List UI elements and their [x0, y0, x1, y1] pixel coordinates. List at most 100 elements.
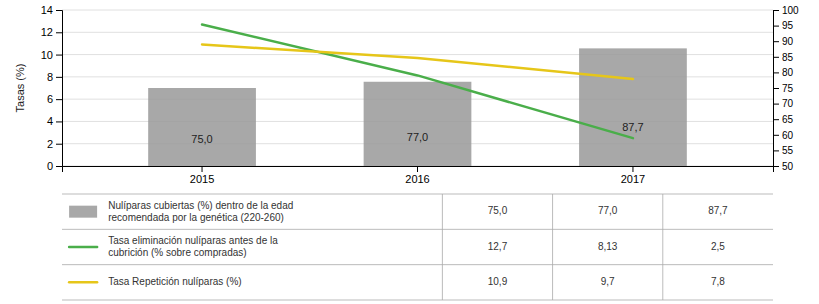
tick-mark — [773, 72, 779, 73]
tick-mark — [773, 150, 779, 151]
tick-label: 6 — [47, 93, 53, 105]
tick: 100 — [773, 5, 799, 16]
table-line — [62, 264, 773, 265]
tick-label: 12 — [41, 26, 53, 38]
tick: 95 — [773, 20, 794, 31]
tick-mark — [773, 57, 779, 58]
tick-label: 90 — [782, 36, 794, 47]
table-line — [442, 194, 443, 300]
table-value: 2,5 — [711, 241, 725, 252]
tick-label: 2 — [47, 138, 53, 150]
tick-label: 2015 — [190, 173, 214, 185]
tick: 60 — [773, 130, 794, 141]
grid-line — [62, 10, 773, 11]
tick: 10 — [41, 49, 62, 61]
tick-mark — [773, 26, 779, 27]
tick-label: 50 — [782, 161, 794, 172]
table-value: 10,9 — [488, 276, 508, 287]
tick-label: 70 — [782, 98, 794, 109]
table-value: 12,7 — [488, 241, 508, 252]
tick: 80 — [773, 67, 794, 78]
table-value: 7,8 — [711, 276, 725, 287]
tick-label: 60 — [782, 130, 794, 141]
data-label: 75,0 — [191, 133, 212, 145]
table-line — [552, 194, 553, 300]
tick: 12 — [41, 26, 62, 38]
tick-label: 85 — [782, 52, 794, 63]
tick-label: 75 — [782, 83, 794, 94]
tick-mark — [773, 10, 779, 11]
tick-label: 55 — [782, 145, 794, 156]
table-line — [662, 194, 663, 300]
tick-mark — [56, 10, 62, 11]
tick-label: 80 — [782, 67, 794, 78]
x-axis: 2015 2016 2017 — [63, 166, 774, 185]
table-value: 8,13 — [598, 241, 618, 252]
tick-label: 100 — [782, 5, 799, 16]
axis-line — [63, 167, 774, 173]
tick-label: 65 — [782, 114, 794, 125]
bar — [579, 48, 687, 166]
tick: 65 — [773, 114, 794, 125]
table-value: 77,0 — [598, 205, 618, 216]
tick-label: 2017 — [621, 173, 645, 185]
table-line — [62, 229, 773, 230]
tick-mark — [773, 88, 779, 89]
tick-mark — [56, 55, 62, 56]
tick-mark — [773, 135, 779, 136]
tick-mark — [773, 119, 779, 120]
tick-mark — [773, 41, 779, 42]
tick-label: 0 — [47, 160, 53, 172]
tick-mark — [417, 166, 418, 172]
data-label: 77,0 — [407, 131, 428, 143]
legend-label: Tasa eliminación nulíparas antes de lacu… — [108, 235, 278, 258]
legend-swatch — [69, 246, 97, 249]
tick-label: 2016 — [405, 173, 429, 185]
grid — [62, 10, 773, 166]
tick: 75 — [773, 83, 794, 94]
chart: 75,0 77,0 87,7 2015 2016 2017 0 2 4 6 8 10 12 14 50 55 6… — [0, 0, 819, 304]
tick: 90 — [773, 36, 794, 47]
legend-swatch — [69, 206, 97, 218]
tick-mark — [56, 99, 62, 100]
data-label: 87,7 — [622, 121, 643, 133]
tick-label: 8 — [47, 71, 53, 83]
plot: 75,0 77,0 87,7 2015 2016 2017 0 2 4 6 8 10 12 14 50 55 6… — [14, 4, 799, 185]
tick: 2016 — [405, 166, 429, 185]
tick: 50 — [773, 161, 794, 172]
tick: 14 — [41, 4, 62, 16]
tick-mark — [773, 166, 779, 167]
legend-label: Tasa Repetición nulíparas (%) — [108, 276, 241, 287]
tick-label: 10 — [41, 49, 53, 61]
axis-title: Tasas (%) — [14, 64, 26, 113]
tick: 6 — [47, 93, 62, 105]
axis-line — [56, 11, 63, 167]
table-line — [62, 194, 773, 195]
tick-mark — [56, 166, 62, 167]
data-labels: 75,0 77,0 87,7 — [191, 121, 643, 145]
tick: 2017 — [621, 166, 645, 185]
tick-label: 95 — [782, 20, 794, 31]
tick-mark — [202, 166, 203, 172]
tick: 8 — [47, 71, 62, 83]
line — [202, 45, 633, 80]
tick-mark — [56, 32, 62, 33]
tick: 55 — [773, 145, 794, 156]
line — [202, 24, 633, 138]
legend-label: Nulíparas cubiertas (%) dentro de la eda… — [108, 199, 293, 222]
table-value: 75,0 — [488, 205, 508, 216]
bar — [148, 88, 256, 166]
tick: 70 — [773, 98, 794, 109]
grid-line — [62, 32, 773, 33]
table-value: 87,7 — [708, 205, 728, 216]
tick-mark — [56, 77, 62, 78]
axis-line — [774, 11, 780, 167]
tick: 2 — [47, 138, 62, 150]
tick-mark — [632, 166, 633, 172]
marks — [148, 24, 687, 166]
tick-mark — [56, 121, 62, 122]
bar-series — [148, 48, 687, 166]
tick: 2015 — [190, 166, 214, 185]
legend-table: Nulíparas cubiertas (%) dentro de la eda… — [62, 194, 773, 300]
tick-label: 4 — [47, 115, 53, 127]
